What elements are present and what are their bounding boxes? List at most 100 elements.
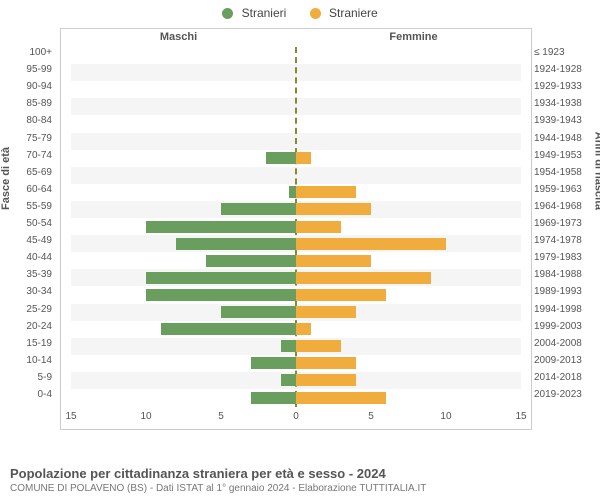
- legend-swatch-male: [222, 8, 233, 19]
- header-female: Femmine: [389, 31, 437, 43]
- y-tick-right: 1954-1958: [534, 166, 598, 180]
- y-tick-left: 80-84: [0, 114, 56, 128]
- pyramid-row: [71, 66, 521, 80]
- y-tick-right: 1989-1993: [534, 285, 598, 299]
- y-tick-left: 10-14: [0, 354, 56, 368]
- y-tick-left: 50-54: [0, 217, 56, 231]
- bar-male: [251, 357, 296, 369]
- pyramid-row: [71, 339, 521, 353]
- y-tick-left: 60-64: [0, 183, 56, 197]
- y-tick-right: 1934-1938: [534, 97, 598, 111]
- legend-label-female: Straniere: [329, 6, 378, 20]
- pyramid-row: [71, 271, 521, 285]
- bar-female: [296, 340, 341, 352]
- bar-female: [296, 306, 356, 318]
- legend-item-female: Straniere: [310, 6, 378, 20]
- bar-male: [146, 289, 296, 301]
- legend-item-male: Stranieri: [222, 6, 286, 20]
- chart-area: Maschi Femmine 15105051015: [60, 28, 532, 430]
- pyramid-row: [71, 288, 521, 302]
- bar-male: [221, 203, 296, 215]
- y-axis-right-labels: ≤ 1923 1924-1928 1929-1933 1934-1938 1939-19…: [534, 46, 598, 406]
- pyramid-row: [71, 168, 521, 182]
- bar-female: [296, 203, 371, 215]
- y-tick-right: 1984-1988: [534, 268, 598, 282]
- pyramid-plot: [71, 47, 521, 407]
- footer: Popolazione per cittadinanza straniera p…: [10, 466, 590, 494]
- y-tick-right: 1979-1983: [534, 251, 598, 265]
- y-tick-right: 1969-1973: [534, 217, 598, 231]
- y-tick-left: 25-29: [0, 303, 56, 317]
- bar-female: [296, 392, 386, 404]
- pyramid-row: [71, 49, 521, 63]
- header-male: Maschi: [160, 31, 197, 43]
- y-tick-right: ≤ 1923: [534, 46, 598, 60]
- pyramid-row: [71, 151, 521, 165]
- y-tick-right: 1924-1928: [534, 63, 598, 77]
- y-tick-left: 70-74: [0, 149, 56, 163]
- y-tick-right: 1949-1953: [534, 149, 598, 163]
- bar-male: [251, 392, 296, 404]
- chart-title: Popolazione per cittadinanza straniera p…: [10, 466, 590, 481]
- pyramid-row: [71, 185, 521, 199]
- x-tick: 5: [368, 411, 374, 422]
- bar-female: [296, 221, 341, 233]
- pyramid-row: [71, 254, 521, 268]
- y-tick-right: 2014-2018: [534, 371, 598, 385]
- bar-male: [161, 323, 296, 335]
- y-tick-right: 2009-2013: [534, 354, 598, 368]
- bar-male: [146, 221, 296, 233]
- pyramid-row: [71, 356, 521, 370]
- chart-subtitle: COMUNE DI POLAVENO (BS) - Dati ISTAT al …: [10, 483, 590, 494]
- bar-male: [176, 238, 296, 250]
- y-tick-right: 2019-2023: [534, 388, 598, 402]
- y-tick-left: 95-99: [0, 63, 56, 77]
- y-tick-right: 1944-1948: [534, 132, 598, 146]
- x-tick: 10: [440, 411, 451, 422]
- y-tick-left: 100+: [0, 46, 56, 60]
- bar-male: [289, 186, 297, 198]
- pyramid-row: [71, 100, 521, 114]
- x-tick: 15: [65, 411, 76, 422]
- pyramid-row: [71, 305, 521, 319]
- y-tick-right: 1994-1998: [534, 303, 598, 317]
- y-tick-left: 40-44: [0, 251, 56, 265]
- pyramid-row: [71, 322, 521, 336]
- pyramid-row: [71, 373, 521, 387]
- x-axis: 15105051015: [71, 411, 521, 425]
- bar-female: [296, 238, 446, 250]
- y-tick-left: 30-34: [0, 285, 56, 299]
- bar-female: [296, 323, 311, 335]
- pyramid-row: [71, 202, 521, 216]
- pyramid-row: [71, 237, 521, 251]
- y-tick-right: 1999-2003: [534, 320, 598, 334]
- y-tick-left: 55-59: [0, 200, 56, 214]
- bar-female: [296, 374, 356, 386]
- pyramid-row: [71, 220, 521, 234]
- y-tick-right: 1939-1943: [534, 114, 598, 128]
- pyramid-row: [71, 83, 521, 97]
- bar-female: [296, 255, 371, 267]
- legend-swatch-female: [310, 8, 321, 19]
- y-tick-left: 85-89: [0, 97, 56, 111]
- y-tick-right: 1929-1933: [534, 80, 598, 94]
- x-tick: 0: [293, 411, 299, 422]
- y-tick-left: 15-19: [0, 337, 56, 351]
- y-tick-left: 20-24: [0, 320, 56, 334]
- x-tick: 15: [515, 411, 526, 422]
- pyramid-row: [71, 391, 521, 405]
- y-tick-left: 35-39: [0, 268, 56, 282]
- pyramid-row: [71, 134, 521, 148]
- y-tick-left: 45-49: [0, 234, 56, 248]
- y-tick-left: 0-4: [0, 388, 56, 402]
- y-tick-right: 1959-1963: [534, 183, 598, 197]
- legend-label-male: Stranieri: [242, 6, 287, 20]
- y-tick-left: 5-9: [0, 371, 56, 385]
- y-axis-left-labels: 100+95-9990-9485-8980-8475-7970-7465-696…: [0, 46, 56, 406]
- bar-male: [281, 340, 296, 352]
- y-tick-left: 75-79: [0, 132, 56, 146]
- bar-female: [296, 289, 386, 301]
- x-tick: 5: [218, 411, 224, 422]
- y-tick-right: 1974-1978: [534, 234, 598, 248]
- y-tick-right: 2004-2008: [534, 337, 598, 351]
